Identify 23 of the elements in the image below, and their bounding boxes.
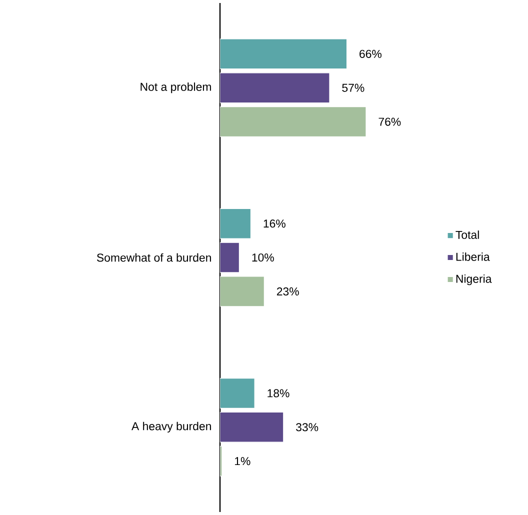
y-tick-label: A heavy burden bbox=[131, 422, 211, 433]
bar bbox=[220, 276, 264, 307]
bar bbox=[220, 242, 240, 273]
data-label: 23% bbox=[276, 287, 299, 296]
bar bbox=[220, 378, 255, 408]
bar bbox=[220, 72, 330, 104]
data-label: 10% bbox=[252, 253, 274, 262]
bar bbox=[220, 412, 284, 442]
data-label: 76% bbox=[378, 118, 401, 126]
bar bbox=[220, 208, 252, 239]
data-label: 57% bbox=[342, 84, 364, 92]
y-tick-label: Somewhat of a burden bbox=[96, 253, 211, 262]
legend-label: Liberia bbox=[456, 252, 490, 261]
data-label: 18% bbox=[268, 389, 290, 398]
data-label: 1% bbox=[234, 457, 250, 466]
data-label: 33% bbox=[296, 423, 318, 432]
y-tick-label: Not a problem bbox=[140, 82, 211, 94]
data-label: 16% bbox=[264, 220, 286, 228]
legend-label: Total bbox=[456, 230, 479, 239]
legend-label: Nigeria bbox=[456, 274, 492, 286]
bar bbox=[220, 38, 348, 70]
bar bbox=[220, 106, 366, 138]
data-label: 66% bbox=[360, 50, 382, 58]
